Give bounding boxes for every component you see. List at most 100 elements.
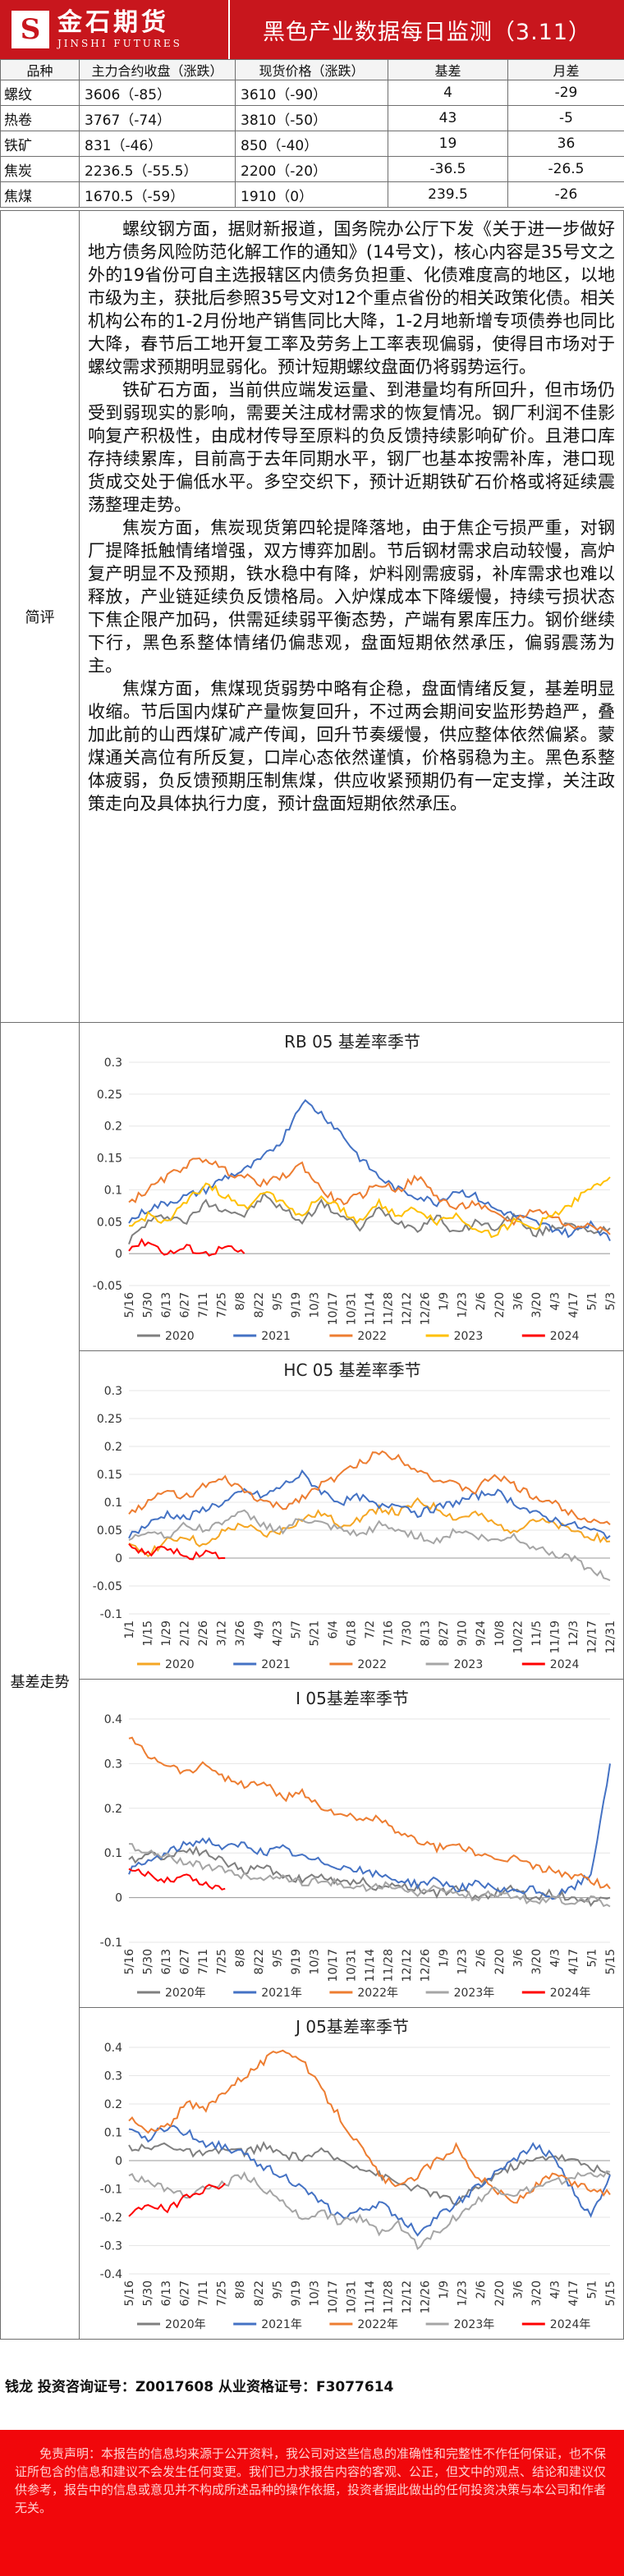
- x-tick-label: 7/25: [216, 1292, 229, 1318]
- cell-close: 3606（-85）: [79, 80, 236, 106]
- cell-basis: 19: [388, 131, 508, 157]
- y-tick-label: 0.05: [97, 1216, 122, 1229]
- x-tick-label: 2/6: [475, 1292, 488, 1311]
- x-tick-label: 3/26: [234, 1620, 247, 1647]
- x-tick-label: 11/14: [364, 1949, 377, 1982]
- cell-spot: 3610（-90）: [235, 80, 388, 106]
- chart-j-svg: J 05基差率季节0.40.30.20.10-0.1-0.2-0.3-0.45/…: [100, 2017, 617, 2331]
- x-tick-label: 5/15: [604, 2280, 617, 2306]
- x-tick-label: 2/20: [493, 1292, 507, 1318]
- chart-title: HC 05 基差率季节: [283, 1360, 420, 1380]
- x-tick-label: 9/24: [475, 1620, 488, 1647]
- cell-spread: -26: [507, 181, 624, 208]
- y-tick-label: -0.3: [100, 2240, 122, 2253]
- legend-label: 2022年: [357, 1987, 398, 2000]
- legend-label: 2020: [165, 1330, 195, 1343]
- chart-title: RB 05 基差率季节: [284, 1032, 420, 1052]
- x-tick-label: 10/8: [493, 1620, 507, 1646]
- logo-cn: 金石期货: [57, 8, 169, 37]
- series-line: [128, 2170, 611, 2251]
- x-tick-label: 5/15: [604, 1949, 617, 1974]
- y-tick-label: 0: [115, 1892, 122, 1905]
- price-table: 品种 主力合约收盘（涨跌） 现货价格（涨跌） 基差 月差 螺纹 3606（-85…: [0, 59, 624, 208]
- y-tick-label: 0: [115, 1248, 122, 1261]
- table-row: 螺纹 3606（-85） 3610（-90） 4 -29: [0, 80, 624, 106]
- x-tick-label: 7/11: [197, 1292, 210, 1318]
- disclaimer-text: 免责声明：本报告的信息均来源于公开资料，我公司对这些信息的准确性和完整性不作任何…: [15, 2446, 607, 2515]
- x-tick-label: 3/12: [216, 1620, 229, 1646]
- x-tick-label: 1/9: [438, 1949, 451, 1968]
- x-tick-label: 11/5: [530, 1620, 544, 1646]
- series-line: [128, 1497, 611, 1558]
- x-tick-label: 12/12: [401, 1949, 414, 1982]
- x-tick-label: 6/27: [179, 1949, 192, 1974]
- table-row: 热卷 3767（-74） 3810（-50） 43 -5: [0, 105, 624, 131]
- x-tick-label: 7/25: [216, 2280, 229, 2306]
- cell-spread: -5: [507, 105, 624, 131]
- y-tick-label: 0.1: [104, 1847, 122, 1860]
- y-tick-label: 0.05: [97, 1524, 122, 1538]
- x-tick-label: 12/12: [401, 1292, 414, 1325]
- x-tick-label: 3/20: [530, 1292, 544, 1318]
- x-tick-label: 12/26: [420, 1292, 433, 1325]
- cell-spot: 1910（0）: [235, 181, 388, 208]
- x-tick-label: 8/8: [234, 2280, 247, 2299]
- y-tick-label: 0.25: [97, 1089, 122, 1102]
- x-tick-label: 6/4: [327, 1620, 340, 1639]
- y-tick-label: 0.4: [104, 2042, 122, 2055]
- logo-mark: S: [11, 11, 49, 48]
- x-tick-label: 6/13: [160, 2280, 173, 2306]
- cell-basis: 43: [388, 105, 508, 131]
- series-line: [128, 1237, 245, 1257]
- y-tick-label: 0.3: [104, 1385, 122, 1398]
- x-tick-label: 8/27: [438, 1620, 451, 1646]
- series-line: [128, 1098, 611, 1242]
- x-tick-label: 6/27: [179, 2280, 192, 2306]
- legend-label: 2023: [454, 1330, 484, 1343]
- chart-rb: RB 05 基差率季节 0.3 0.25 0.2 0.15 0.1 0.05 0 -0.05 5/…: [80, 1023, 624, 1351]
- header-cell: 主力合约收盘（涨跌）: [79, 59, 236, 80]
- x-tick-label: 10/31: [345, 1949, 358, 1982]
- x-tick-label: 9/19: [290, 1949, 303, 1974]
- x-tick-label: 1/9: [438, 1292, 451, 1311]
- legend-label: 2023年: [454, 2318, 495, 2331]
- y-tick-label: -0.2: [100, 2212, 122, 2225]
- x-tick-label: 10/22: [512, 1620, 525, 1653]
- cell-basis: -36.5: [388, 156, 508, 182]
- logo: S 金石期货 JINSHI FUTURES: [0, 0, 230, 59]
- charts-section: 基差走势 RB 05 基差率季节 0.3 0.25 0.2 0.15 0.1 0.05 0 -0…: [0, 1023, 624, 2340]
- y-tick-label: 0.15: [97, 1153, 122, 1166]
- chart-j: J 05基差率季节 0.4 0.3 0.2 0.1 0 -0.1 -0.2 -0.3 -0.4 5/…: [80, 2008, 624, 2340]
- x-tick-label: 6/13: [160, 1292, 173, 1318]
- x-tick-label: 5/21: [308, 1620, 321, 1646]
- legend-label: 2020年: [165, 2318, 206, 2331]
- x-tick-label: 1/23: [457, 1292, 470, 1318]
- y-tick-label: 0.1: [104, 1184, 122, 1197]
- chart-title: J 05基差率季节: [294, 2017, 409, 2037]
- x-tick-label: 10/3: [308, 1292, 321, 1318]
- x-tick-label: 9/5: [271, 1292, 284, 1311]
- cell-close: 831（-46）: [79, 131, 236, 157]
- x-tick-label: 12/17: [585, 1620, 599, 1653]
- x-tick-label: 1/29: [160, 1620, 173, 1646]
- series-line: [128, 1469, 611, 1540]
- y-tick-label: 0.4: [104, 1713, 122, 1726]
- cell-spread: -29: [507, 80, 624, 106]
- header-cell: 现货价格（涨跌）: [235, 59, 388, 80]
- x-tick-label: 12/26: [420, 2280, 433, 2313]
- x-tick-label: 2/12: [179, 1620, 192, 1646]
- legend-label: 2020年: [165, 1987, 206, 2000]
- x-tick-label: 9/19: [290, 2280, 303, 2306]
- commentary-paragraph: 螺纹钢方面，据财新报道，国务院办公厅下发《关于进一步做好地方债务风险防范化解工作…: [88, 219, 615, 377]
- series-line: [128, 1450, 611, 1525]
- y-tick-label: 0.1: [104, 1497, 122, 1510]
- x-tick-label: 12/31: [604, 1620, 617, 1653]
- cell-close: 2236.5（-55.5）: [79, 156, 236, 182]
- x-tick-label: 1/9: [438, 2280, 451, 2299]
- legend-label: 2022: [357, 1658, 387, 1671]
- x-tick-label: 5/30: [142, 2280, 155, 2306]
- chart-rb-svg: RB 05 基差率季节0.30.250.20.150.10.050-0.055/…: [93, 1032, 617, 1343]
- table-row: 焦炭 2236.5（-55.5） 2200（-20） -36.5 -26.5: [0, 156, 624, 182]
- x-tick-label: 8/22: [253, 2280, 266, 2306]
